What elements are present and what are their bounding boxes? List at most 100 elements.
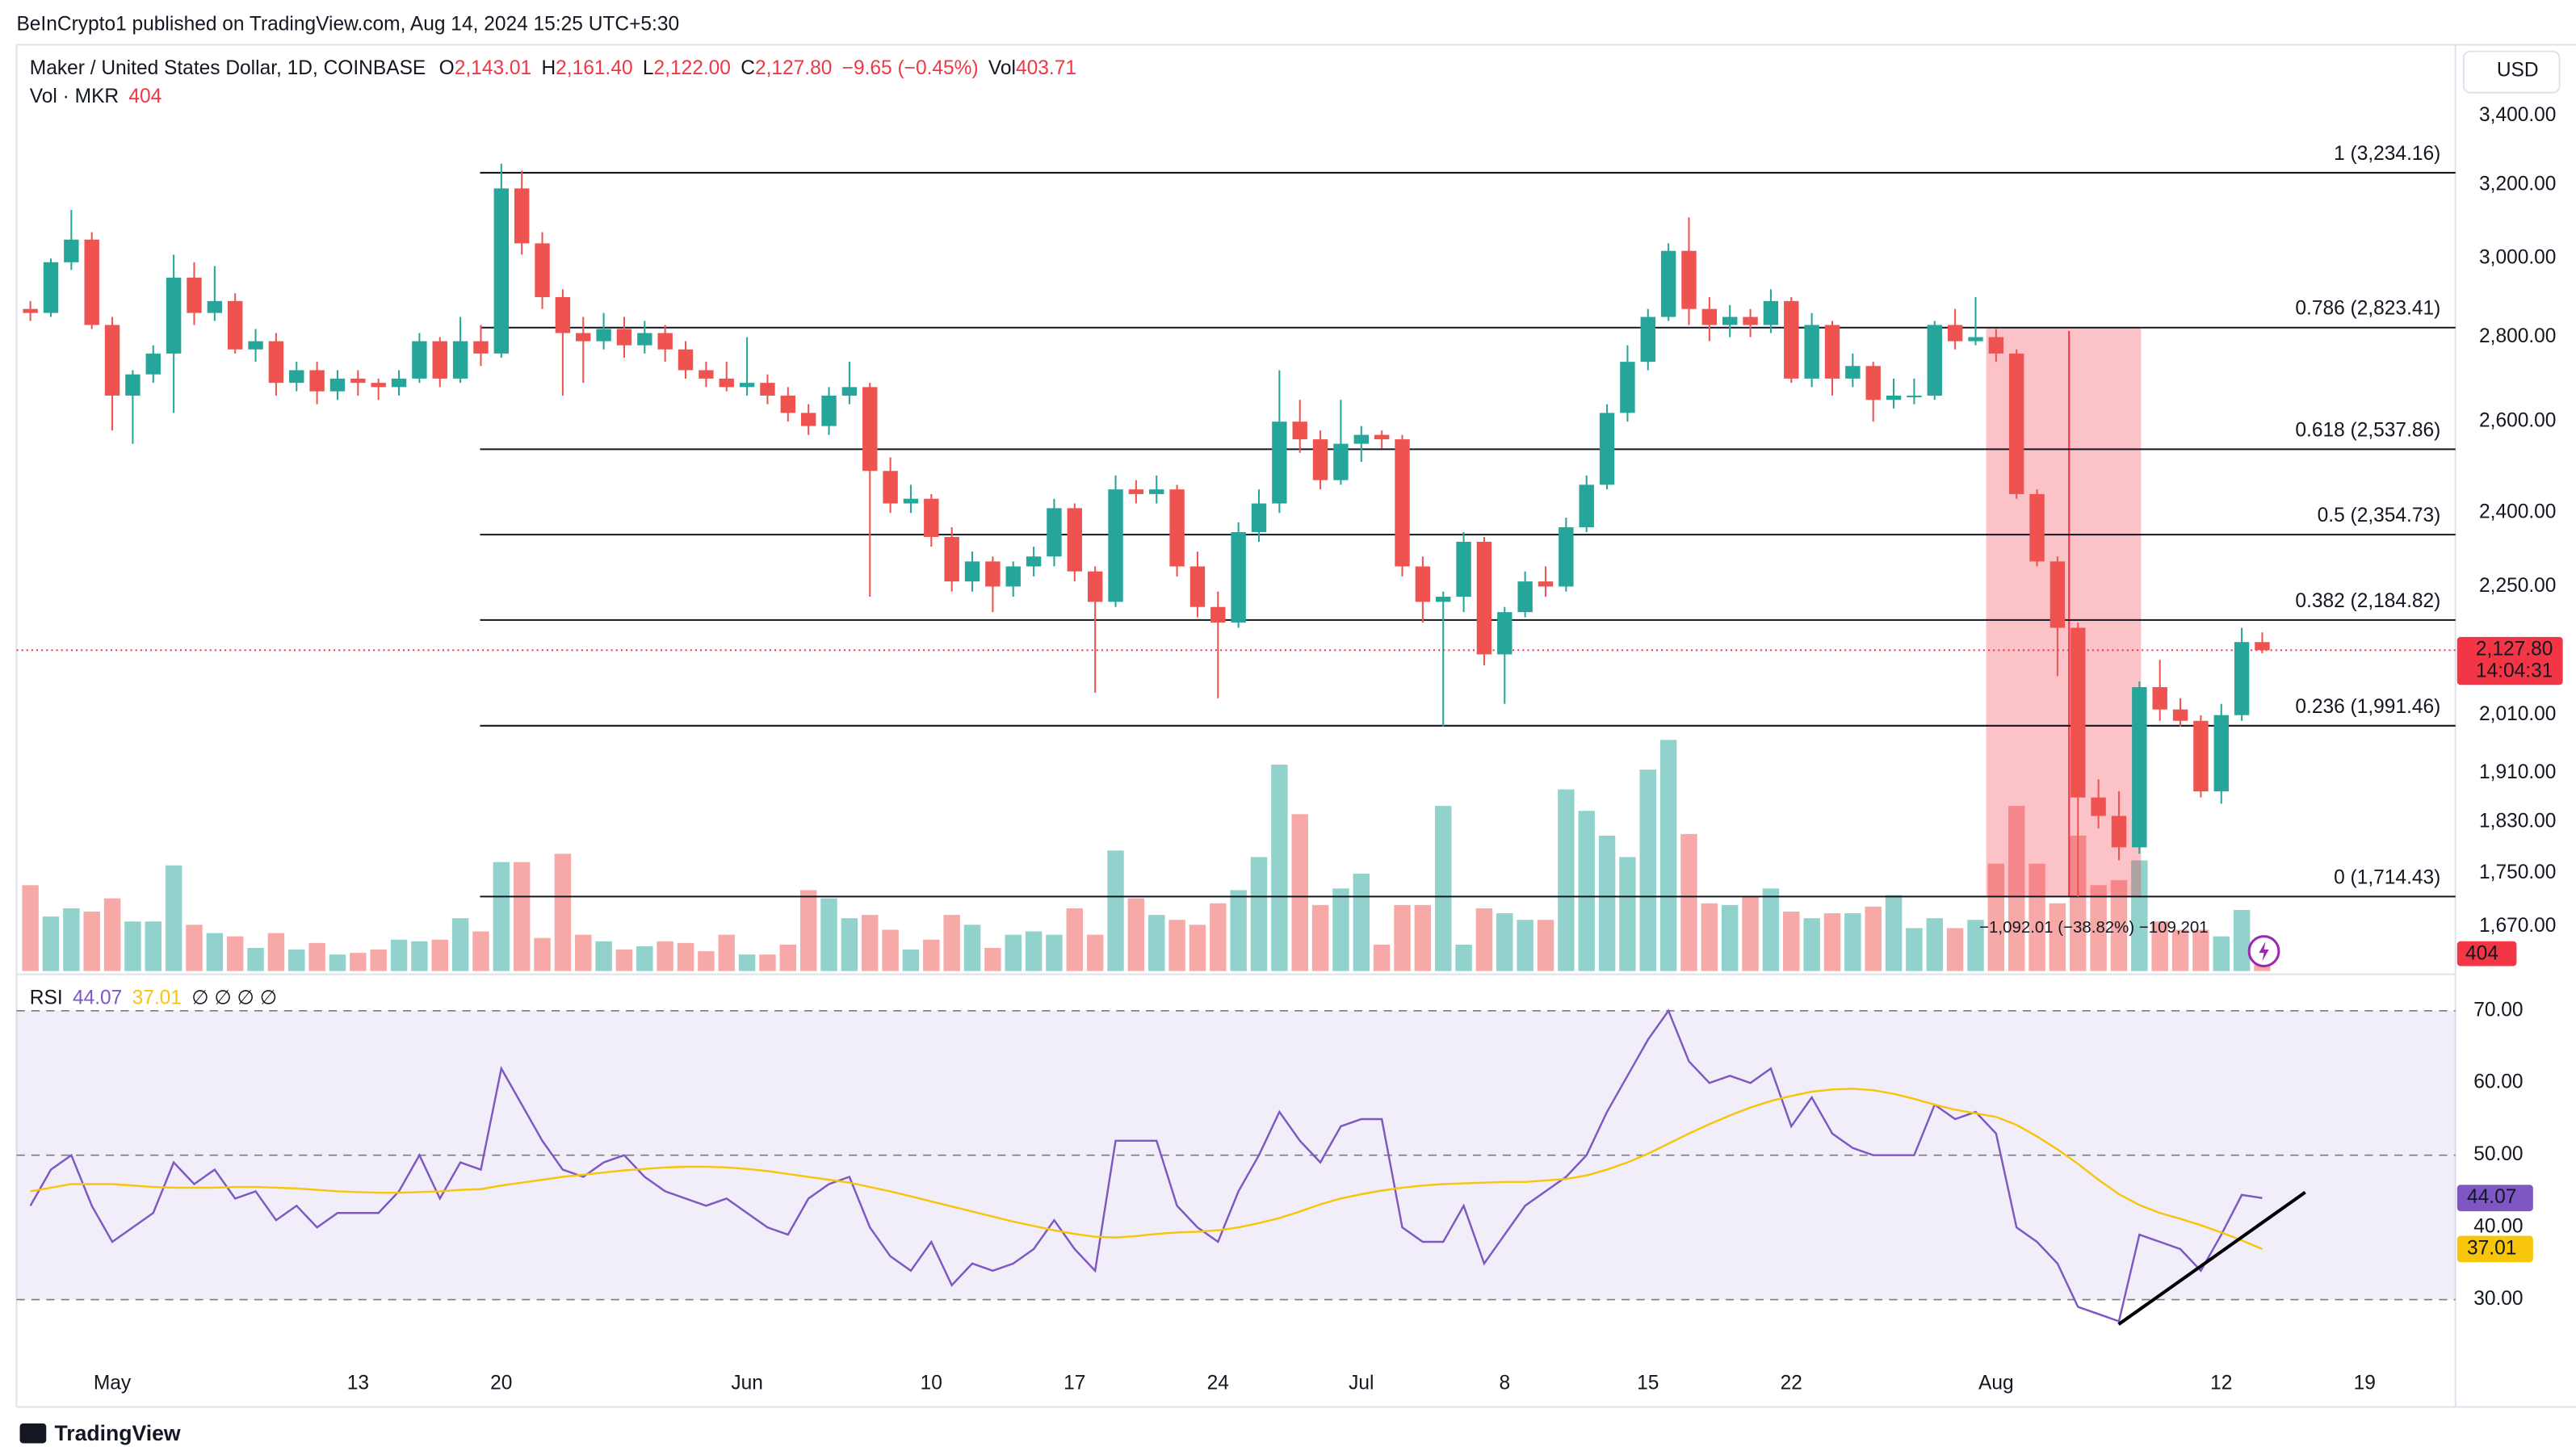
- volume-bar: [1721, 904, 1739, 971]
- candle-body: [493, 188, 510, 354]
- vol-key: Vol: [988, 58, 1016, 80]
- candle-body: [1763, 300, 1779, 325]
- candle-body: [1108, 489, 1123, 602]
- volume-bar: [1680, 833, 1697, 971]
- rsi-tick-label: 30.00: [2473, 1288, 2523, 1310]
- candle-body: [1476, 542, 1492, 655]
- volume-bar: [2070, 835, 2087, 971]
- candle-body: [964, 561, 980, 582]
- x-tick-label: Jul: [1349, 1372, 1374, 1394]
- candle-body: [514, 188, 530, 244]
- volume-bar: [42, 916, 60, 971]
- volume-bar: [698, 951, 715, 971]
- candle-body: [248, 341, 263, 350]
- candle-body: [1701, 308, 1718, 325]
- volume-bar: [1086, 934, 1104, 971]
- symbol: Maker / United States Dollar, 1D, COINBA…: [30, 58, 426, 80]
- volume-bar: [247, 947, 264, 971]
- volume-bar: [1823, 913, 1841, 971]
- legend-line: Maker / United States Dollar, 1D, COINBA…: [30, 58, 1076, 80]
- volume-bar: [923, 939, 940, 971]
- candle-body: [371, 383, 386, 388]
- candle-body: [985, 561, 1001, 587]
- candle-body: [1927, 325, 1942, 396]
- x-tick-label: 22: [1781, 1372, 1802, 1394]
- change: −9.65 (−0.45%): [842, 58, 979, 80]
- candle-body: [2152, 686, 2167, 710]
- candle-body: [699, 370, 714, 379]
- volume-bar: [2110, 880, 2128, 971]
- ohlc-value: 2,127.80: [755, 58, 832, 80]
- volume-bar: [2131, 860, 2148, 971]
- footer-logo: TradingView: [54, 1421, 180, 1445]
- rsi-badge: [2456, 1235, 2533, 1263]
- y-tick-label: 2,010.00: [2479, 703, 2556, 725]
- candle-body: [924, 498, 939, 537]
- volume-bar: [1619, 857, 1636, 971]
- volume-bar: [308, 942, 325, 971]
- currency-button[interactable]: [2462, 50, 2561, 94]
- volume-bar: [820, 898, 837, 971]
- candle-body: [1640, 317, 1655, 363]
- volume-bar: [390, 939, 408, 971]
- candle-body: [1865, 366, 1881, 400]
- rsi-value: 44.07: [73, 987, 122, 1009]
- candle-body: [1559, 527, 1574, 587]
- ohlc-key: L: [643, 58, 654, 80]
- candle-body: [1743, 317, 1758, 325]
- volume-bar: [103, 898, 121, 971]
- volume-bar: [124, 921, 141, 971]
- x-tick-label: Jun: [731, 1372, 763, 1394]
- volume-bar: [943, 915, 960, 971]
- rsi-tick-label: 70.00: [2473, 999, 2523, 1021]
- volume-bar: [267, 933, 285, 971]
- candle-body: [1087, 571, 1103, 602]
- x-tick-label: 13: [347, 1372, 369, 1394]
- volume-bar: [1066, 908, 1084, 971]
- candle-body: [2070, 627, 2086, 798]
- candle-body: [841, 387, 858, 396]
- y-tick-label: 2,600.00: [2479, 410, 2556, 432]
- volume-last: 404: [128, 86, 162, 107]
- volume-bar: [2090, 885, 2107, 971]
- volume-bar: [2151, 921, 2168, 971]
- volume-bar: [1148, 915, 1165, 971]
- x-tick-label: 12: [2210, 1372, 2232, 1394]
- volume-bar: [329, 954, 346, 971]
- rsi-legend: RSI 44.07 37.01 ∅ ∅ ∅ ∅: [30, 987, 277, 1009]
- x-tick-label: 8: [1499, 1372, 1510, 1394]
- volume-bar: [1783, 912, 1800, 971]
- candle-body: [2193, 720, 2209, 792]
- volume-bar: [1107, 850, 1124, 971]
- y-tick-label: 1,910.00: [2479, 761, 2556, 783]
- volume-bar: [738, 954, 756, 971]
- volume-bar: [493, 862, 510, 971]
- candle-body: [944, 536, 959, 582]
- volume-bar: [1271, 765, 1288, 971]
- alert-bolt: [2259, 941, 2269, 962]
- candle-body: [2049, 561, 2066, 628]
- rsi-badge: [2456, 1185, 2533, 1212]
- volume-bar: [677, 942, 694, 971]
- plot-layer: −1,092.01 (−38.82%) −109,201 1 (3,234.16)…: [16, 104, 2563, 1394]
- rsi-ma-value: 37.01: [132, 987, 182, 1009]
- volume-bar: [1803, 918, 1820, 971]
- y-tick-label: 1,830.00: [2479, 811, 2556, 832]
- x-tick-label: Aug: [1978, 1372, 2014, 1394]
- candle-body: [719, 378, 734, 388]
- volume-bar: [882, 929, 899, 971]
- y-tick-label: 1,670.00: [2479, 915, 2556, 937]
- candle-body: [2132, 686, 2147, 848]
- volume-bar: [2008, 806, 2025, 971]
- volume-bar: [2171, 929, 2189, 971]
- volume-bar: [1639, 769, 1657, 971]
- candle-body: [1436, 597, 1451, 602]
- candle-body: [1395, 439, 1410, 567]
- candle-body: [309, 370, 325, 392]
- volume-bar: [1517, 920, 1533, 971]
- volume-bar: [1496, 913, 1513, 971]
- volume-bar: [1742, 896, 1759, 971]
- volume-bar: [2254, 964, 2271, 971]
- rsi-line: [29, 1008, 2263, 1323]
